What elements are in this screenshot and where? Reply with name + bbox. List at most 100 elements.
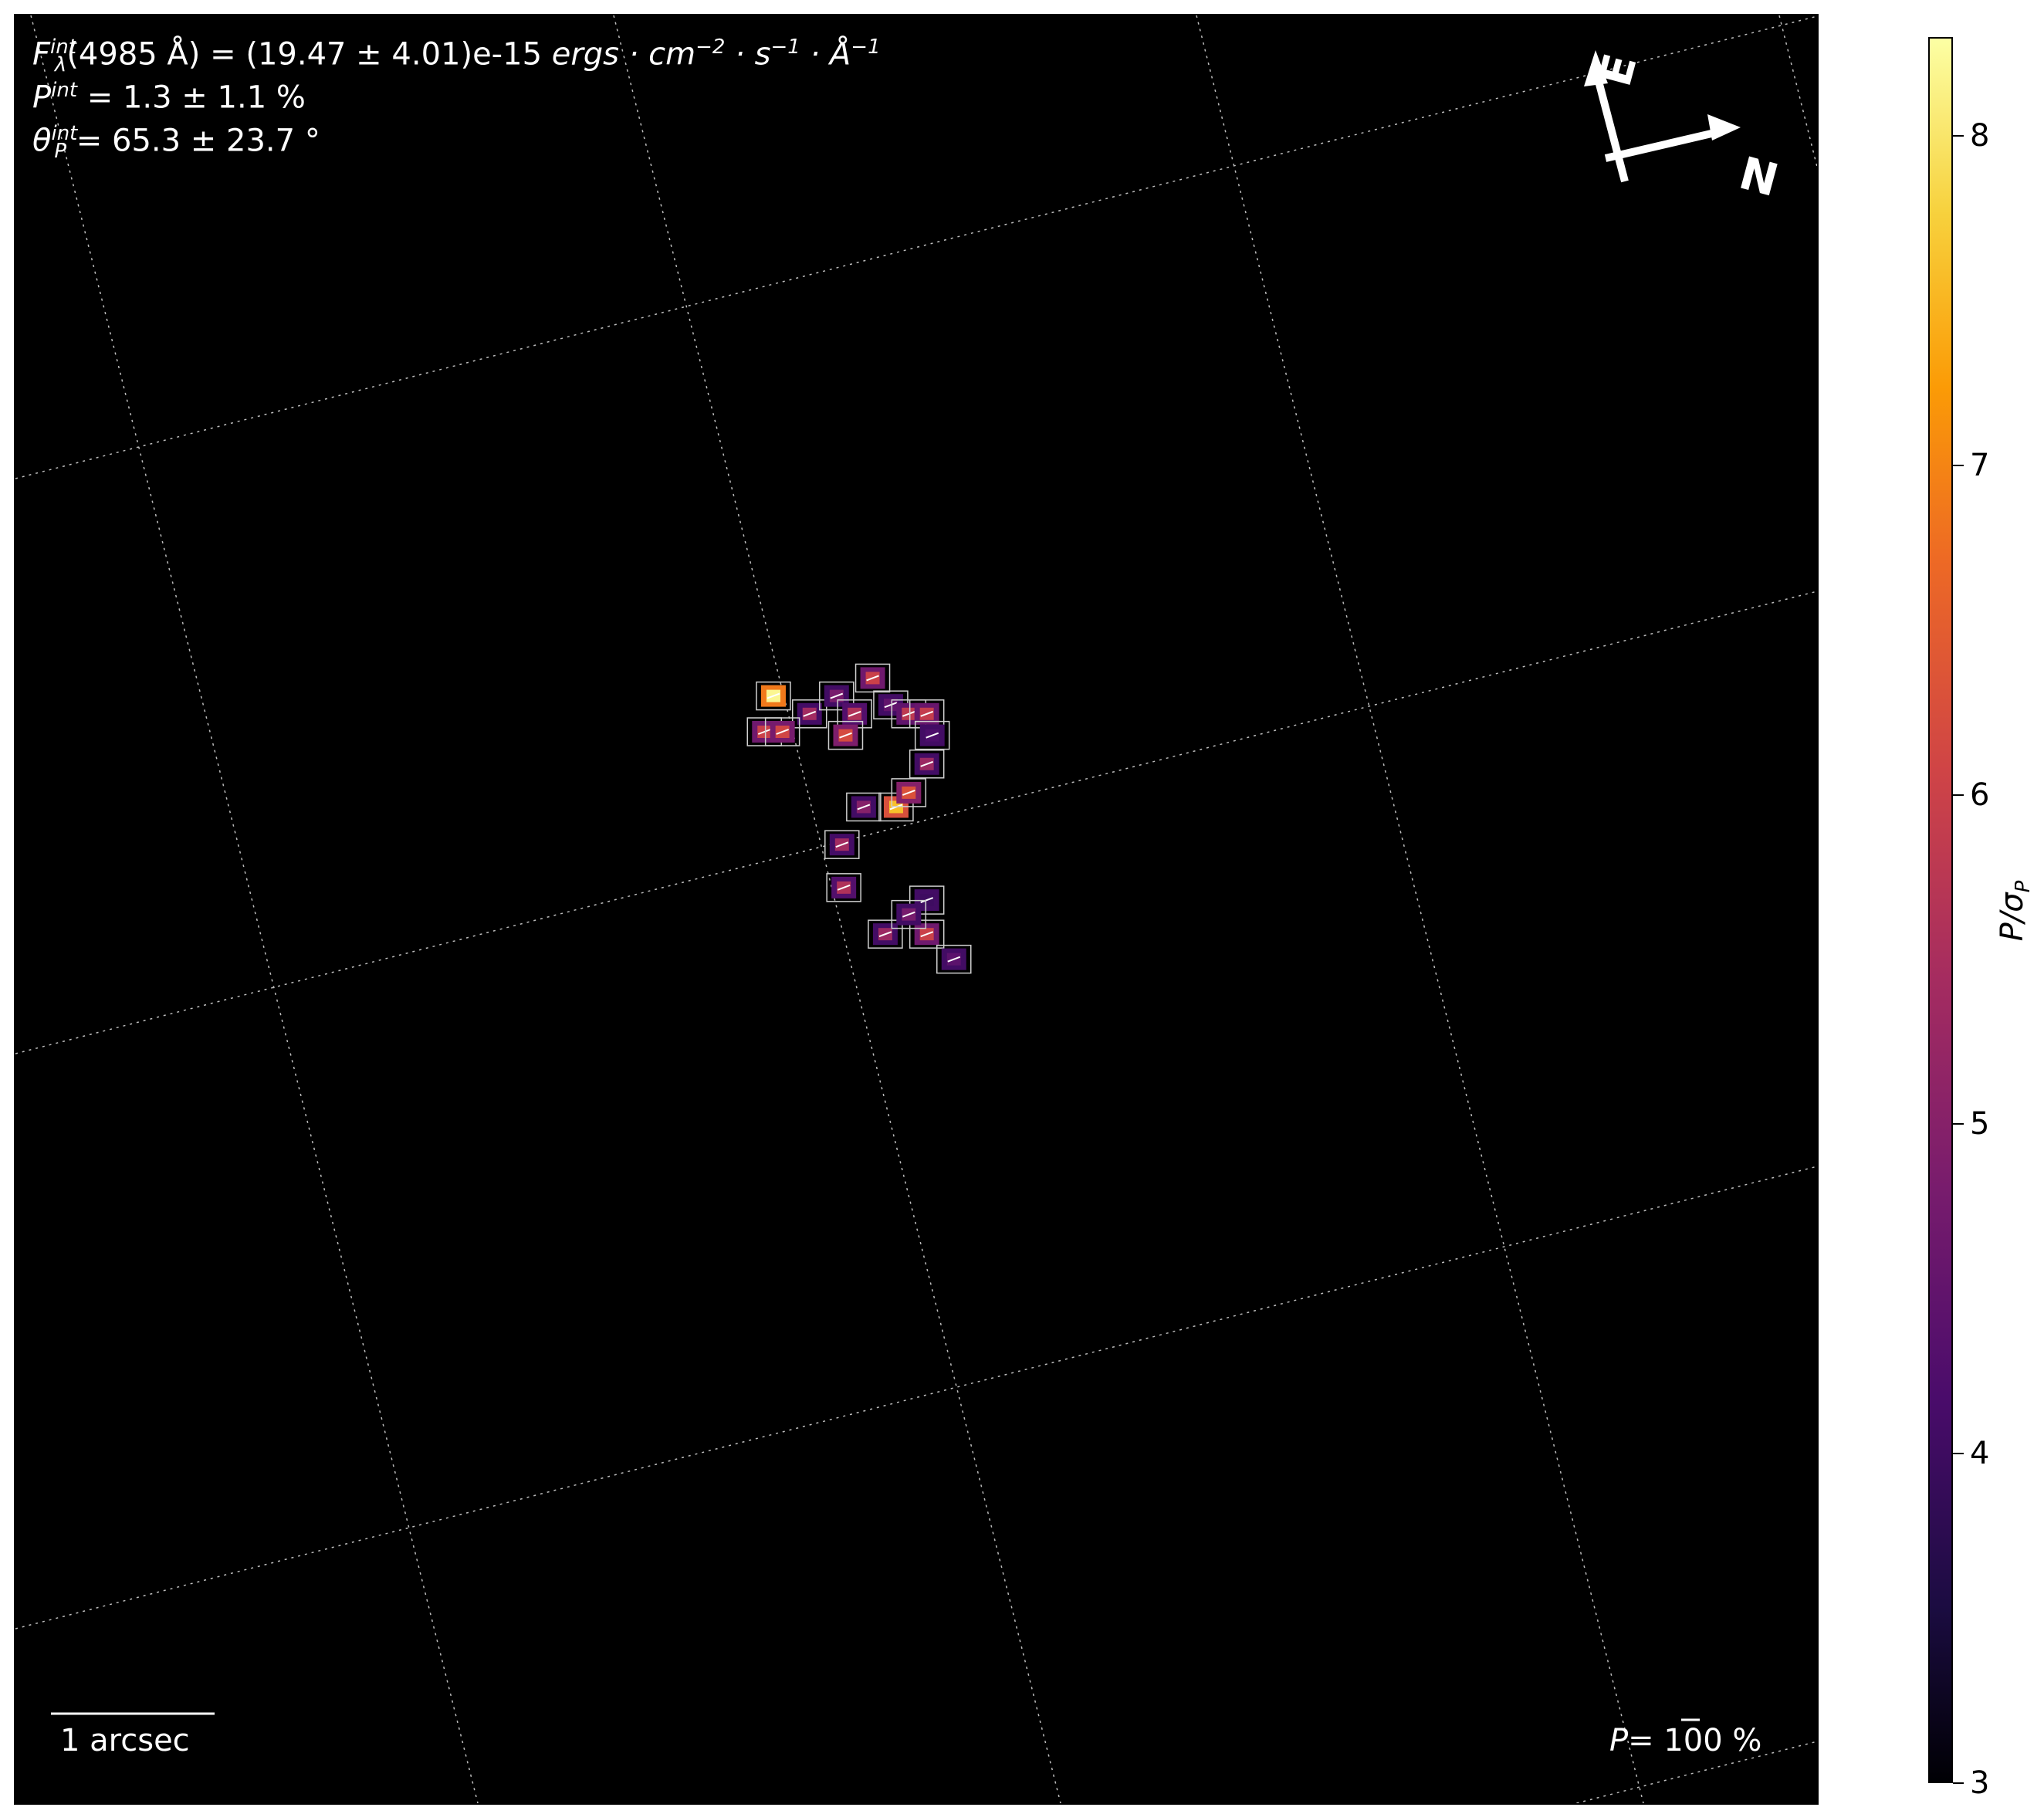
source-contour (854, 663, 891, 693)
polarization-vector (766, 692, 780, 699)
pol-value: = 1.3 ± 1.1 % (86, 80, 306, 116)
grid-line (613, 15, 1061, 1803)
polarization-vector (902, 911, 915, 918)
angle-subscript: P (54, 140, 67, 164)
source-contour (791, 699, 827, 729)
polarization-vector (830, 692, 844, 699)
grid-line (1778, 15, 1817, 170)
source-contour (909, 750, 945, 779)
polarization-vector (837, 884, 851, 891)
polarization-vector (920, 897, 934, 904)
polarization-source (854, 663, 891, 693)
colorbar-tick (1953, 794, 1964, 796)
source-contour (846, 792, 882, 822)
polarization-vector (920, 710, 934, 717)
source-contour (909, 919, 945, 949)
compass-north-label: N (1734, 147, 1783, 207)
polarization-source (827, 720, 864, 750)
source-contour (819, 681, 854, 711)
colorbar-tick-label: 8 (1970, 118, 1990, 154)
colorbar-label-text: P/σ (1995, 892, 2030, 942)
colorbar-tick-label: 7 (1970, 447, 1990, 483)
flux-value: (4985 Å) = (19.47 ± 4.01)e-15 (66, 36, 543, 73)
polarization-vector (776, 729, 790, 735)
polarization-vector (835, 841, 849, 848)
flux-symbol: F (32, 36, 51, 73)
flux-units-mid2: · Å (800, 36, 851, 73)
polarization-vector (866, 675, 879, 682)
source-contour (891, 778, 927, 807)
polarization-source (868, 919, 903, 949)
colorbar-tick (1953, 464, 1964, 466)
grid-line (15, 1166, 1817, 1630)
angle-annotation: θintP = 65.3 ± 23.7 ° (32, 113, 320, 172)
colorbar-tick-label: 4 (1970, 1436, 1990, 1472)
polarization-source (936, 944, 972, 974)
source-contour (756, 681, 791, 711)
pol-superscript: int (51, 79, 78, 102)
polarization-source (891, 899, 927, 929)
polarization-vector (947, 956, 961, 963)
polarization-vector (848, 710, 861, 717)
pol-scale-value: 100 % (1663, 1723, 1762, 1758)
polarization-vector (920, 760, 934, 767)
colorbar-tick-label: 5 (1970, 1106, 1990, 1142)
compass-rose (1584, 50, 1741, 183)
source-contour (824, 830, 860, 859)
sky-map: E N (15, 15, 1817, 1803)
grid-line (1574, 1741, 1817, 1803)
polarization-sources (746, 663, 972, 974)
flux-subscript: λ (54, 53, 67, 77)
source-contour (826, 873, 861, 902)
pol-symbol: P (32, 80, 52, 116)
polarization-source (909, 919, 945, 949)
angle-symbol: θ (32, 123, 52, 159)
polarization-source (756, 681, 791, 711)
polarization-vector (757, 729, 771, 735)
flux-units: ergs · cm (551, 36, 696, 73)
flux-superscript: int (50, 36, 76, 59)
colorbar-tick (1953, 1123, 1964, 1125)
polarization-source (837, 699, 872, 729)
polarization-annotation: Pint = 1.3 ± 1.1 % (32, 69, 306, 118)
scale-bar-label: 1 arcsec (60, 1723, 190, 1758)
polarization-source (846, 792, 882, 822)
pol-scale-prefix: P= (1609, 1723, 1654, 1758)
flux-units-exp1: −2 (695, 36, 726, 59)
source-contour (868, 919, 903, 949)
colorbar-label: P/σP (1995, 881, 2035, 942)
polarization-source (791, 699, 827, 729)
colorbar-tick-label: 3 (1970, 1765, 1990, 1801)
source-contour (764, 717, 800, 746)
polarization-source (914, 720, 950, 750)
colorbar-tick (1953, 1782, 1964, 1784)
polarization-vector (926, 732, 939, 739)
source-contour (827, 720, 864, 750)
polarization-vector (857, 804, 871, 811)
polarization-vector (920, 931, 934, 938)
colorbar-tick (1953, 135, 1964, 137)
polarization-vector (902, 789, 915, 796)
polarization-vector (884, 702, 898, 709)
polarization-source (891, 778, 927, 807)
polarization-vector (902, 710, 915, 717)
colorbar-tick (1953, 1453, 1964, 1455)
grid-line (15, 591, 1817, 1054)
polarization-vector (839, 732, 852, 739)
grid-line (1196, 15, 1644, 1803)
polarization-source (826, 873, 861, 902)
flux-annotation: Fintλ(4985 Å) = (19.47 ± 4.01)e-15 ergs … (32, 26, 881, 86)
coordinate-grid (15, 15, 1817, 1803)
angle-value: = 65.3 ± 23.7 ° (76, 123, 320, 159)
plot-area: E N Fintλ(4985 Å) = (19.47 ± 4.01)e-15 e… (14, 14, 1819, 1805)
polarization-scale-label: P= 100 % (1609, 1723, 1761, 1758)
source-contour (914, 720, 950, 750)
flux-units-exp2: −1 (770, 36, 800, 59)
colorbar (1928, 37, 1953, 1783)
grid-line (30, 15, 479, 1803)
colorbar-label-subscript: P (2012, 880, 2035, 893)
colorbar-tick-label: 6 (1970, 777, 1990, 813)
flux-units-mid1: · s (725, 36, 771, 73)
source-contour (891, 899, 927, 929)
polarization-source (824, 830, 860, 859)
